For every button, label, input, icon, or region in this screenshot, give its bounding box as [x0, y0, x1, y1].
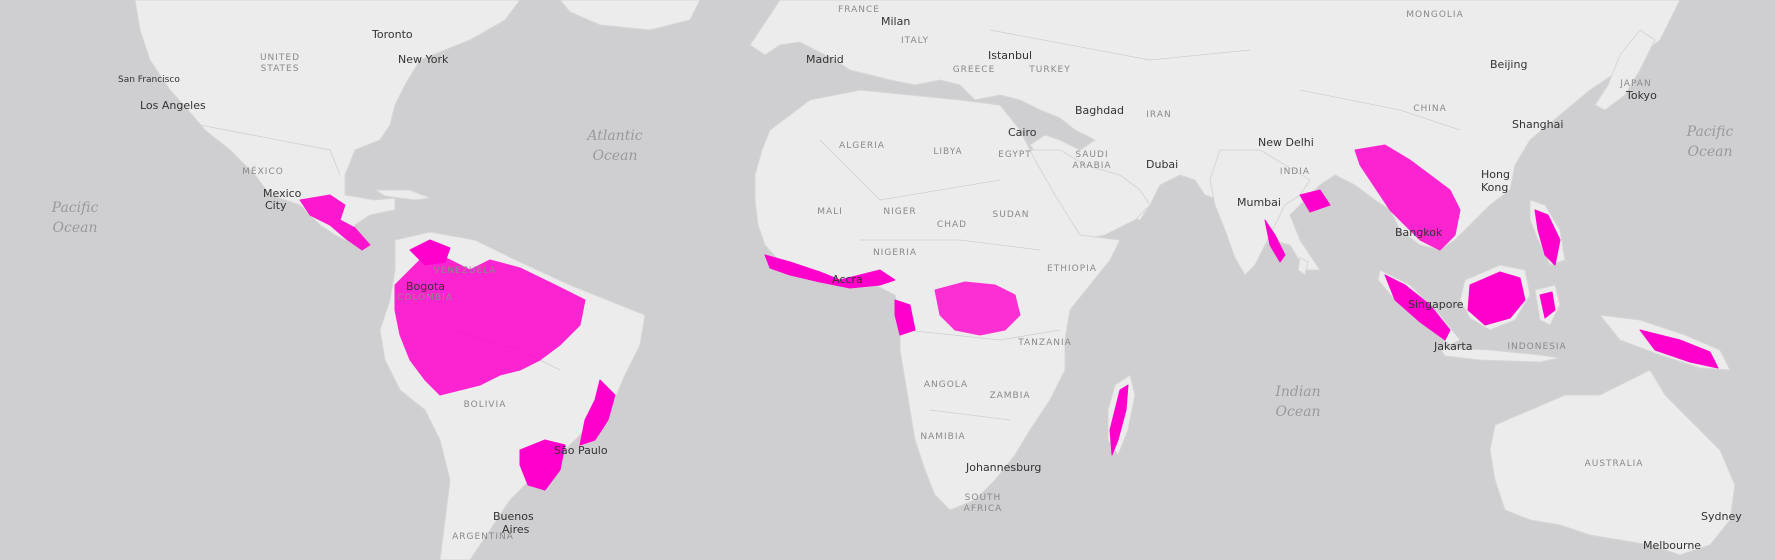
caribbean-islands: [373, 189, 432, 201]
north-america-land: [134, 0, 521, 241]
ocean-label-atlantic: Atlantic Ocean: [585, 128, 642, 164]
ocean-label-pacific-west: Pacific Ocean: [51, 200, 99, 236]
city-label-madrid: Madrid: [806, 53, 844, 66]
country-label-sudan: SUDAN: [993, 210, 1030, 220]
sri-lanka-land: [1297, 257, 1309, 276]
city-labels: Toronto New York San Francisco Los Angel…: [118, 15, 1742, 552]
ocean-label-pacific-east: Pacific Ocean: [1686, 124, 1734, 160]
city-label-shanghai: Shanghai: [1512, 118, 1563, 131]
country-label-egypt: EGYPT: [998, 150, 1032, 160]
city-label-dubai: Dubai: [1146, 158, 1178, 171]
country-label-colombia: COLOMBIA: [397, 293, 453, 303]
city-label-buenos-aires: Buenos Aires: [493, 510, 534, 536]
city-label-baghdad: Baghdad: [1075, 104, 1124, 117]
country-label-italy: ITALY: [901, 36, 929, 46]
city-label-bangkok: Bangkok: [1395, 226, 1443, 239]
country-label-algeria: ALGERIA: [839, 141, 885, 151]
city-label-new-york: New York: [398, 53, 449, 66]
city-label-melbourne: Melbourne: [1643, 539, 1701, 552]
city-label-los-angeles: Los Angeles: [140, 99, 206, 112]
forest-loss-philippines: [1534, 209, 1561, 266]
country-label-france: FRANCE: [838, 5, 880, 15]
city-label-milan: Milan: [881, 15, 910, 28]
country-label-iran: IRAN: [1146, 110, 1171, 120]
ocean-labels: Pacific Ocean Atlantic Ocean Indian Ocean P…: [51, 124, 1734, 420]
city-label-accra: Accra: [832, 273, 863, 286]
forest-loss-congo: [934, 281, 1021, 336]
country-borders: [199, 29, 1461, 421]
country-label-argentina: ARGENTINA: [452, 532, 514, 542]
india-land: [1209, 149, 1311, 276]
country-label-ethiopia: ETHIOPIA: [1047, 264, 1097, 274]
city-label-tokyo: Tokyo: [1625, 89, 1657, 102]
country-label-south-africa: SOUTH AFRICA: [964, 493, 1003, 514]
country-label-tanzania: TANZANIA: [1017, 338, 1072, 348]
city-label-istanbul: Istanbul: [988, 49, 1032, 62]
forest-loss-india-ne: [1299, 189, 1331, 213]
city-label-singapore: Singapore: [1408, 298, 1464, 311]
city-label-mexico-city: Mexico City: [263, 187, 302, 212]
country-label-greece: GREECE: [953, 65, 996, 75]
country-label-mali: MALI: [817, 207, 843, 217]
country-label-niger: NIGER: [883, 207, 916, 217]
city-label-beijing: Beijing: [1490, 58, 1527, 71]
city-label-hong-kong: Hong Kong: [1481, 168, 1510, 194]
city-label-jakarta: Jakarta: [1433, 340, 1472, 353]
country-label-united-states: UNITED STATES: [260, 53, 300, 74]
country-label-indonesia: INDONESIA: [1507, 342, 1566, 352]
forest-loss-madagascar: [1109, 384, 1129, 456]
city-label-cairo: Cairo: [1008, 126, 1037, 139]
java-land: [1439, 347, 1561, 363]
country-label-china: CHINA: [1413, 104, 1447, 114]
country-label-venezuela: VENEZUELA: [433, 266, 496, 276]
ocean-label-indian: Indian Ocean: [1274, 384, 1320, 420]
country-label-mongolia: MONGOLIA: [1406, 10, 1463, 20]
country-label-libya: LIBYA: [933, 147, 962, 157]
forest-loss-indochina: [1354, 144, 1461, 251]
japan-land: [1594, 29, 1656, 111]
forest-loss-west-africa: [764, 254, 896, 289]
country-label-bolivia: BOLIVIA: [464, 400, 507, 410]
city-label-sao-paulo: São Paulo: [554, 444, 608, 457]
country-label-namibia: NAMIBIA: [920, 432, 965, 442]
city-label-san-francisco: San Francisco: [118, 75, 180, 85]
country-label-saudi-arabia: SAUDI ARABIA: [1072, 150, 1111, 171]
country-label-zambia: ZAMBIA: [989, 391, 1030, 401]
city-label-bogota: Bogota: [406, 280, 445, 293]
greenland-land: [559, 0, 701, 31]
country-label-japan: JAPAN: [1619, 79, 1651, 89]
forest-loss-sumatra: [1384, 274, 1451, 341]
city-label-new-delhi: New Delhi: [1258, 136, 1314, 149]
country-labels: FRANCE ITALY GREECE TURKEY MONGOLIA UNIT…: [242, 5, 1651, 542]
forest-loss-south-brazil: [519, 439, 566, 491]
forest-loss-sulawesi: [1539, 291, 1556, 319]
city-label-mumbai: Mumbai: [1237, 196, 1281, 209]
country-label-angola: ANGOLA: [924, 380, 968, 390]
country-label-mexico: MÉXICO: [242, 165, 284, 177]
forest-loss-brazil-coast: [579, 379, 616, 446]
forest-loss-central-america: [299, 194, 371, 251]
country-label-turkey: TURKEY: [1028, 65, 1070, 75]
forest-loss-gabon: [894, 299, 916, 336]
forest-loss-amazon: [394, 254, 586, 396]
city-label-sydney: Sydney: [1701, 510, 1742, 523]
forest-loss-new-guinea: [1639, 329, 1719, 369]
city-label-johannesburg: Johannesburg: [965, 461, 1041, 474]
country-label-india: INDIA: [1280, 167, 1310, 177]
australia-land: [1489, 369, 1736, 556]
forest-loss-india-west: [1264, 219, 1286, 263]
country-label-nigeria: NIGERIA: [873, 248, 917, 258]
country-label-australia: AUSTRALIA: [1585, 459, 1644, 469]
country-label-chad: CHAD: [937, 220, 967, 230]
forest-loss-venezuela: [409, 239, 451, 266]
forest-loss-layer: [299, 144, 1719, 491]
city-label-toronto: Toronto: [371, 28, 413, 41]
forest-loss-borneo: [1467, 271, 1526, 326]
